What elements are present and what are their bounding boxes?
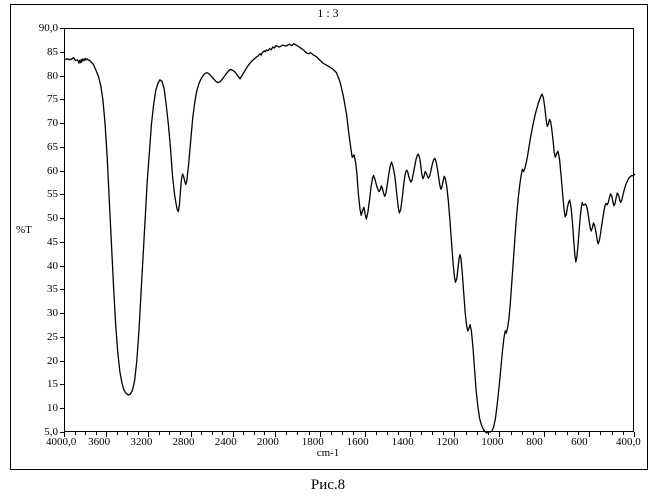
x-minor-tick [421,432,422,435]
x-minor-tick [398,432,399,435]
x-minor-tick [75,432,76,435]
y-tick-mark [60,313,64,314]
y-tick-mark [60,218,64,219]
x-tick-mark [634,432,635,437]
y-tick-label: 60 [47,165,58,177]
y-tick-mark [60,242,64,243]
y-tick-label: 55 [47,188,58,200]
x-minor-tick [488,432,489,435]
y-tick-mark [60,123,64,124]
y-axis-label-text: %T [16,224,32,236]
y-tick-mark [60,289,64,290]
x-minor-tick [533,432,534,435]
x-minor-tick [201,432,202,435]
x-minor-tick [443,432,444,435]
y-tick-mark [60,52,64,53]
x-minor-tick [96,432,97,435]
y-tick-mark [60,99,64,100]
x-minor-tick [212,432,213,435]
x-axis-label-text: cm-1 [317,447,340,459]
y-tick-label: 35 [47,283,58,295]
x-minor-tick [331,432,332,435]
y-tick-mark [60,361,64,362]
x-tick-mark [320,432,321,437]
x-tick-mark [410,432,411,437]
y-tick-mark [60,194,64,195]
x-minor-tick [138,432,139,435]
x-tick-mark [365,432,366,437]
y-tick-mark [60,266,64,267]
spectrum-svg [65,29,635,433]
x-minor-tick [159,432,160,435]
x-minor-tick [567,432,568,435]
x-minor-tick [555,432,556,435]
x-minor-tick [600,432,601,435]
y-tick-label: 15 [47,378,58,390]
x-tick-mark [148,432,149,437]
x-minor-tick [243,432,244,435]
figure-caption-text: Рис.8 [311,477,345,493]
y-tick-label: 90,0 [39,22,58,34]
x-tick-mark [64,432,65,437]
x-minor-tick [612,432,613,435]
x-axis-label: cm-1 [0,447,656,459]
x-minor-tick [117,432,118,435]
x-tick-mark [233,432,234,437]
x-tick-mark [544,432,545,437]
x-minor-tick [85,432,86,435]
x-minor-tick [432,432,433,435]
x-minor-tick [353,432,354,435]
x-minor-tick [169,432,170,435]
x-minor-tick [342,432,343,435]
x-minor-tick [180,432,181,435]
y-tick-label: 45 [47,236,58,248]
y-tick-label: 20 [47,355,58,367]
y-tick-mark [60,171,64,172]
x-minor-tick [376,432,377,435]
x-tick-mark [454,432,455,437]
x-minor-tick [387,432,388,435]
x-minor-tick [477,432,478,435]
y-tick-mark [60,76,64,77]
x-minor-tick [222,432,223,435]
y-tick-mark [60,408,64,409]
x-minor-tick [578,432,579,435]
y-tick-label: 50 [47,212,58,224]
x-minor-tick [127,432,128,435]
y-tick-mark [60,28,64,29]
x-minor-tick [297,432,298,435]
y-tick-mark [60,384,64,385]
y-tick-label: 80 [47,70,58,82]
x-minor-tick [511,432,512,435]
y-tick-mark [60,147,64,148]
y-tick-label: 25 [47,331,58,343]
y-tick-label: 10 [47,402,58,414]
plot-area [64,28,634,432]
y-tick-label: 65 [47,141,58,153]
y-tick-label: 85 [47,46,58,58]
spectrum-line [65,44,635,433]
x-tick-mark [191,432,192,437]
x-minor-tick [254,432,255,435]
y-tick-label: 30 [47,307,58,319]
x-minor-tick [286,432,287,435]
x-minor-tick [623,432,624,435]
y-axis-label: %T [16,224,32,236]
x-tick-mark [106,432,107,437]
x-minor-tick [466,432,467,435]
x-minor-tick [522,432,523,435]
x-minor-tick [264,432,265,435]
y-tick-mark [60,337,64,338]
y-tick-label: 40 [47,260,58,272]
y-tick-label: 75 [47,93,58,105]
x-tick-mark [275,432,276,437]
x-tick-mark [589,432,590,437]
y-tick-label: 70 [47,117,58,129]
figure-caption: Рис.8 [0,477,656,494]
x-tick-mark [499,432,500,437]
x-minor-tick [309,432,310,435]
